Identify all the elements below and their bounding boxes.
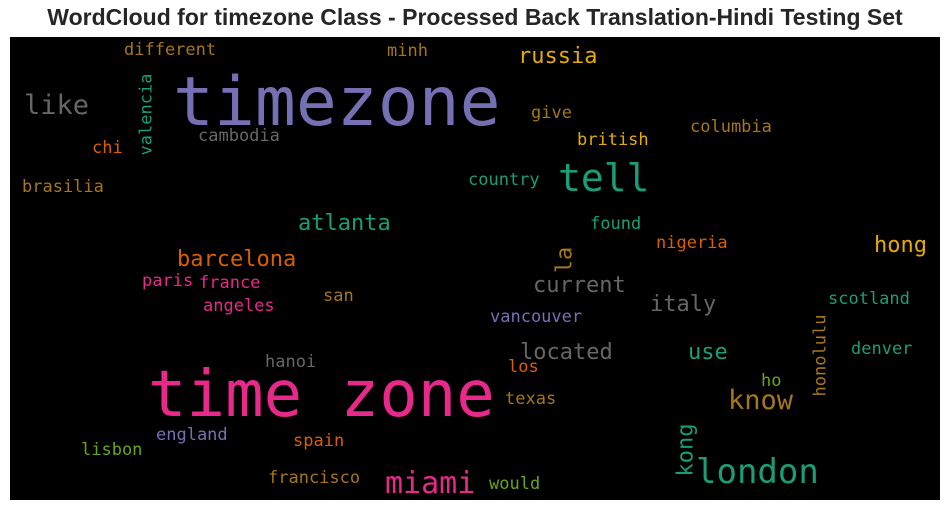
word-would: would — [489, 474, 541, 494]
word-nigeria: nigeria — [656, 233, 728, 253]
word-texas: texas — [505, 389, 557, 409]
word-honolulu: honolulu — [810, 314, 831, 397]
word-know: know — [728, 385, 794, 416]
word-angeles: angeles — [203, 296, 275, 316]
word-russia: russia — [518, 44, 598, 69]
word-give: give — [531, 103, 572, 123]
word-france: france — [199, 273, 261, 293]
word-columbia: columbia — [690, 117, 772, 137]
word-barcelona: barcelona — [177, 247, 297, 272]
word-located: located — [520, 340, 613, 365]
word-like: like — [24, 90, 90, 121]
word-cloud: timezone time zone tell london miami kno… — [10, 37, 940, 500]
word-scotland: scotland — [828, 289, 910, 309]
word-hanoi: hanoi — [265, 352, 317, 372]
word-cambodia: cambodia — [198, 126, 280, 146]
word-valencia: valencia — [136, 73, 157, 156]
word-francisco: francisco — [268, 468, 361, 488]
word-miami: miami — [385, 466, 476, 500]
word-hong: hong — [874, 233, 927, 258]
word-lisbon: lisbon — [81, 440, 143, 460]
word-denver: denver — [851, 339, 913, 359]
word-ho: ho — [761, 371, 782, 391]
word-country: country — [468, 170, 540, 190]
word-paris: paris — [142, 271, 194, 291]
word-italy: italy — [650, 292, 717, 317]
word-use: use — [688, 340, 728, 365]
word-current: current — [533, 273, 626, 298]
word-found: found — [590, 214, 642, 234]
word-la: la — [552, 246, 578, 274]
word-san: san — [323, 286, 354, 306]
word-england: england — [156, 425, 228, 445]
word-brasilia: brasilia — [22, 177, 104, 197]
word-los: los — [508, 357, 539, 377]
word-vancouver: vancouver — [490, 307, 583, 327]
word-time-zone: time zone — [148, 358, 495, 432]
word-london: london — [696, 452, 819, 492]
word-british: british — [577, 130, 649, 150]
word-timezone: timezone — [173, 63, 501, 142]
word-chi: chi — [92, 138, 123, 158]
word-kong: kong — [673, 423, 699, 477]
word-different: different — [124, 40, 217, 60]
word-atlanta: atlanta — [298, 211, 391, 236]
word-minh: minh — [387, 41, 428, 61]
chart-title: WordCloud for timezone Class - Processed… — [47, 4, 903, 30]
word-spain: spain — [293, 431, 345, 451]
word-tell: tell — [558, 156, 650, 200]
